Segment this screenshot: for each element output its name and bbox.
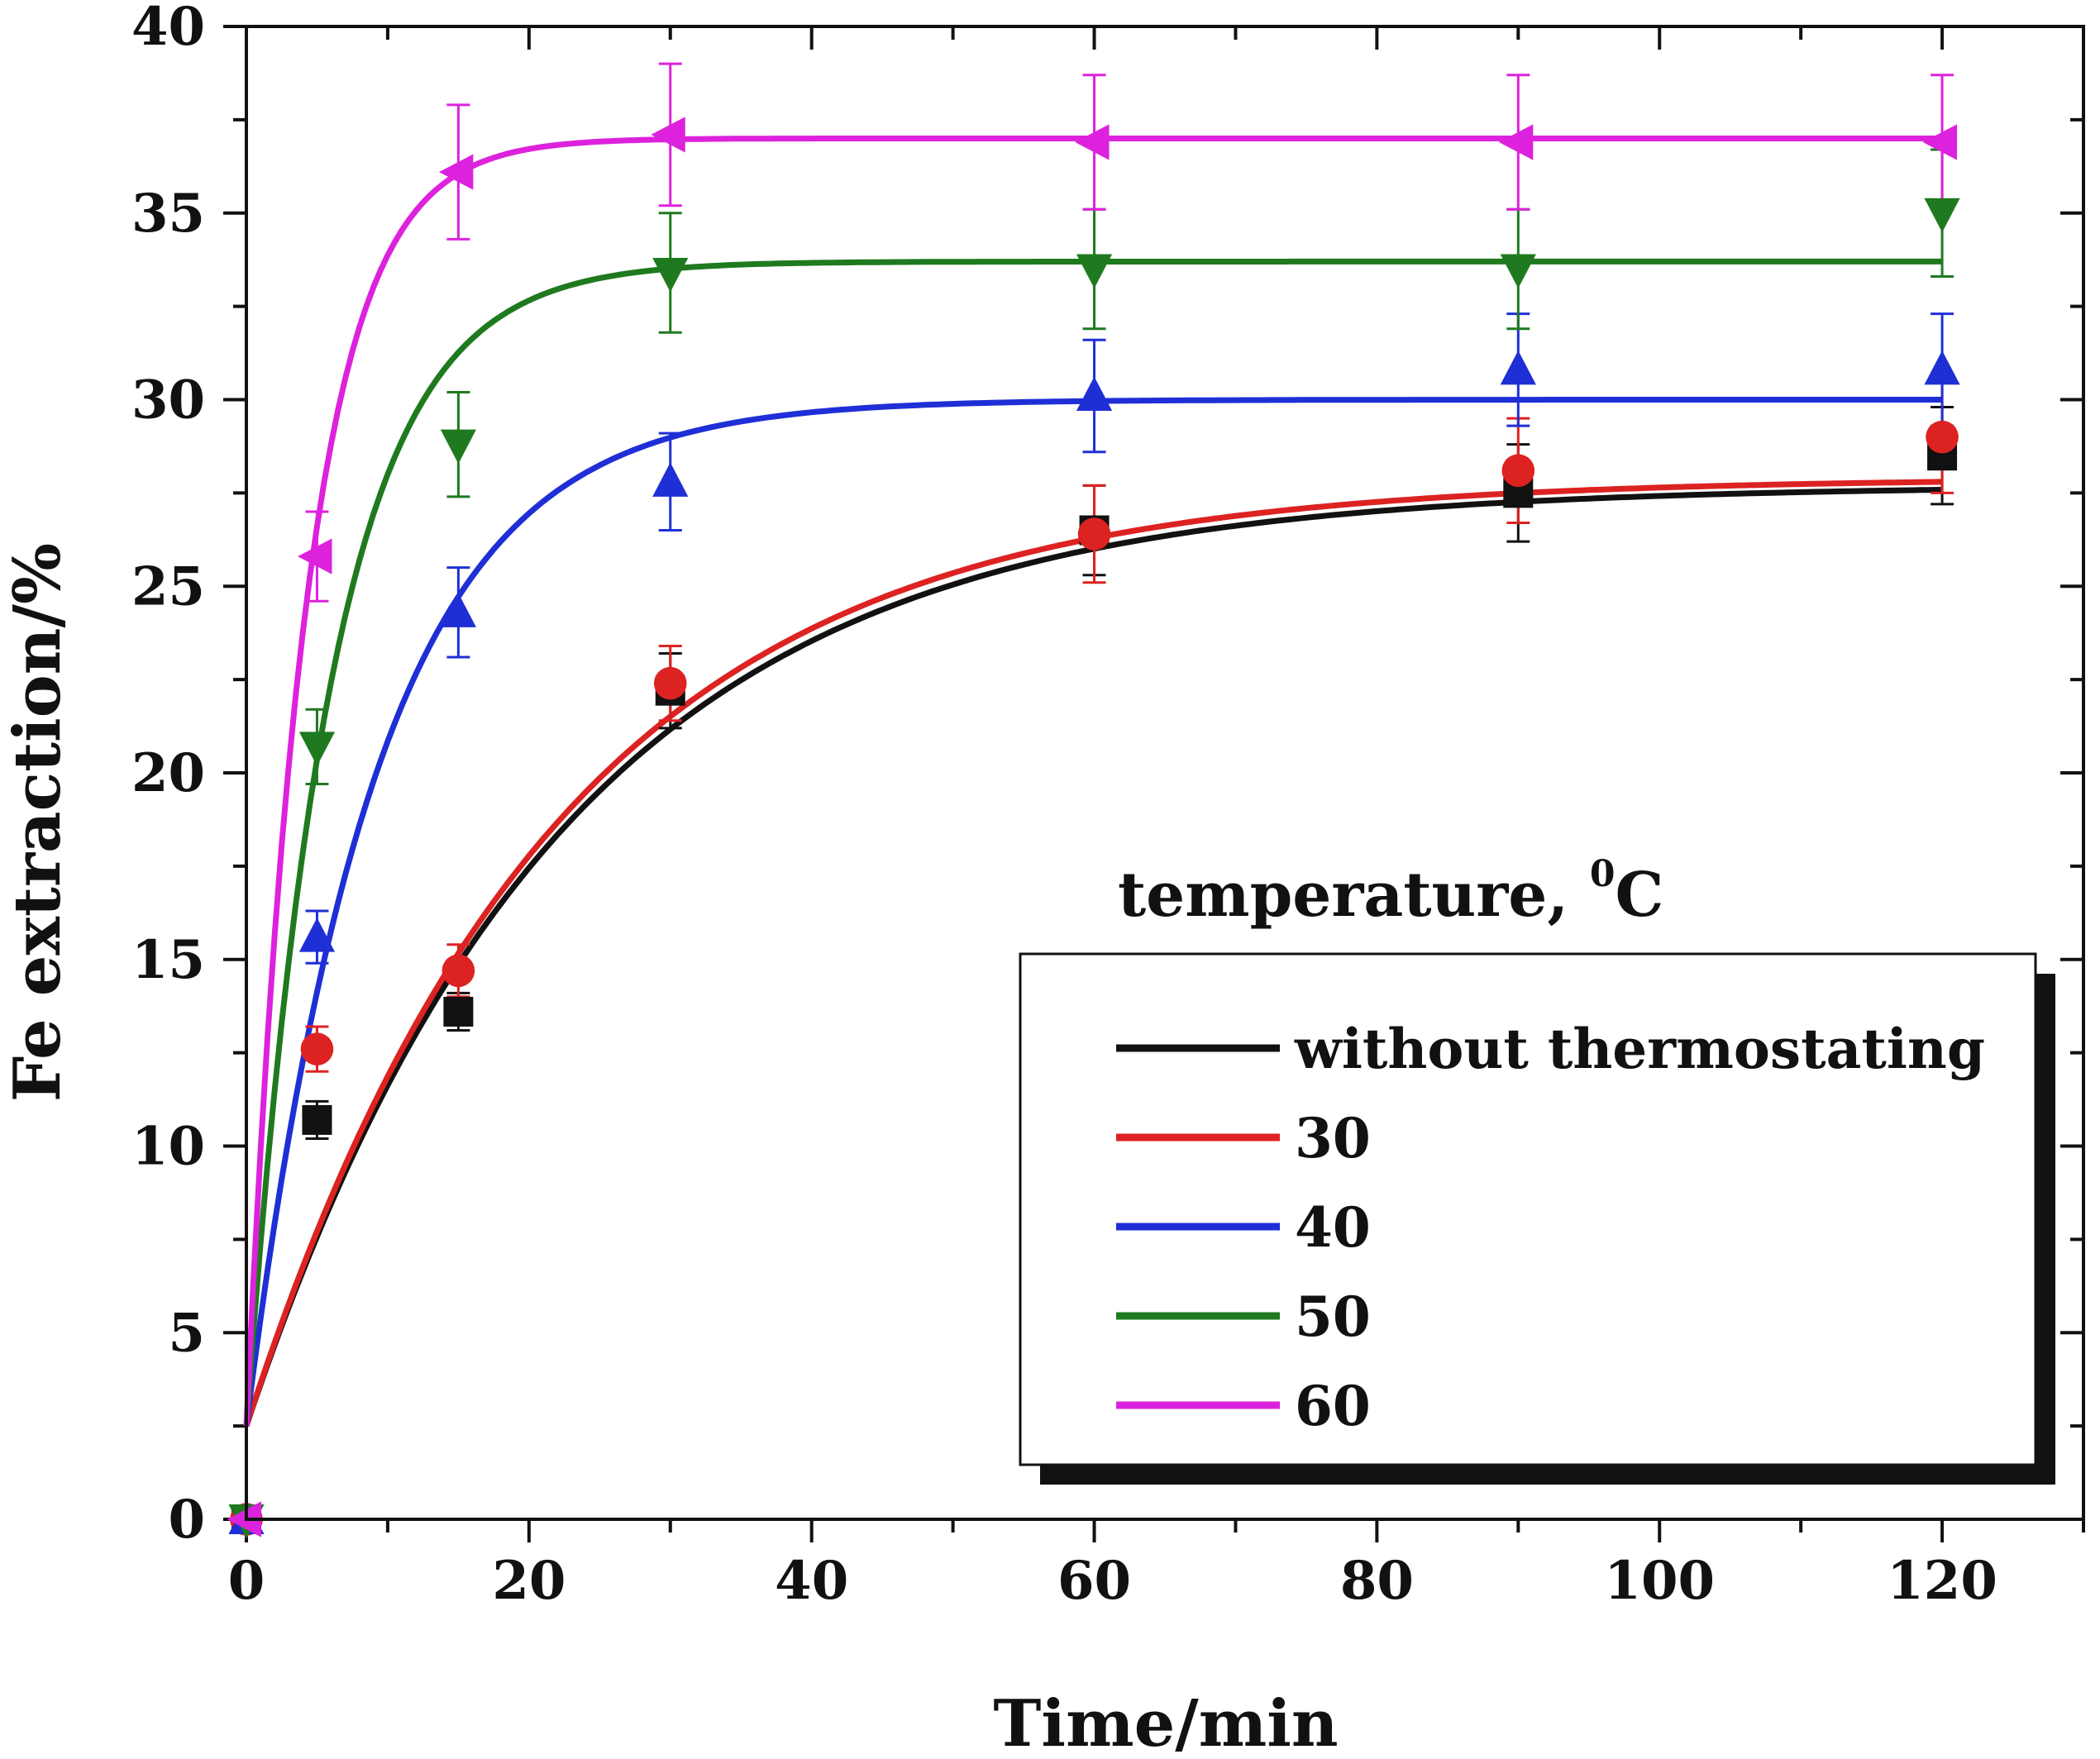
data-point: [440, 429, 476, 465]
data-point: [1076, 254, 1113, 288]
data-point: [438, 154, 474, 190]
data-point: [1075, 124, 1110, 160]
y-tick-label: 25: [131, 555, 205, 617]
x-axis-title: Time/min: [993, 1686, 1338, 1759]
x-tick-label: 120: [1887, 1550, 1997, 1612]
data-point: [1076, 376, 1113, 411]
data-point: [651, 117, 685, 153]
legend-title-superscript: 0: [1590, 853, 1616, 895]
legend-label: without thermostating: [1294, 1017, 1985, 1081]
y-tick-label: 35: [131, 183, 205, 245]
data-point: [440, 593, 476, 627]
data-point: [652, 257, 689, 293]
x-tick-label: 0: [228, 1550, 265, 1612]
data-point: [441, 954, 475, 988]
y-tick-label: 10: [131, 1116, 205, 1178]
x-tick-label: 40: [775, 1550, 848, 1612]
data-point: [302, 1104, 332, 1135]
data-point: [298, 918, 336, 952]
x-tick-label: 80: [1340, 1550, 1414, 1612]
x-tick-label: 20: [492, 1550, 566, 1612]
data-point: [1498, 124, 1534, 160]
data-point: [298, 538, 332, 574]
data-point: [1501, 454, 1535, 488]
x-tick-label: 100: [1604, 1550, 1715, 1612]
legend-label: 60: [1295, 1374, 1371, 1438]
data-point: [227, 1501, 261, 1537]
axis-ticks: [223, 25, 2085, 1542]
data-point: [443, 996, 474, 1027]
legend-title: temperature, 0C: [1118, 853, 1663, 931]
data-point: [1924, 198, 1960, 233]
data-point: [1500, 254, 1536, 288]
y-tick-label: 20: [131, 742, 205, 804]
data-point: [653, 666, 687, 700]
legend-label: 50: [1295, 1285, 1371, 1349]
legend-label: 30: [1295, 1106, 1371, 1170]
y-tick-labels: 0 5 10 15 20 25 30 35 40: [131, 0, 205, 1551]
data-point: [652, 462, 689, 497]
x-tick-labels: 0 20 40 60 80 100 120: [228, 1550, 1997, 1612]
y-tick-label: 0: [168, 1489, 205, 1551]
legend-label: 40: [1295, 1195, 1371, 1260]
legend-box: [1019, 952, 2037, 1466]
data-point: [1924, 350, 1960, 385]
y-tick-label: 30: [131, 369, 205, 431]
legend-entries: without thermostating 30 40 50 60: [1116, 1017, 1985, 1438]
y-tick-label: 5: [168, 1302, 205, 1364]
data-point: [1922, 124, 1958, 160]
legend-title-text: temperature,: [1118, 860, 1590, 931]
data-point: [298, 732, 336, 766]
data-point: [1077, 517, 1111, 551]
legend-title-unit: C: [1616, 860, 1664, 931]
y-axis-title: Fe extraction/%: [0, 543, 75, 1102]
data-point: [300, 1032, 334, 1065]
data-markers: [227, 117, 1960, 1539]
y-tick-label: 40: [131, 0, 205, 58]
plot-frame: [245, 25, 2085, 1521]
data-point: [1500, 350, 1536, 385]
y-tick-label: 15: [131, 929, 205, 991]
data-point: [1926, 420, 1959, 454]
legend: temperature, 0C without thermostating 30 4…: [1019, 853, 2055, 1485]
x-tick-label: 60: [1057, 1550, 1131, 1612]
